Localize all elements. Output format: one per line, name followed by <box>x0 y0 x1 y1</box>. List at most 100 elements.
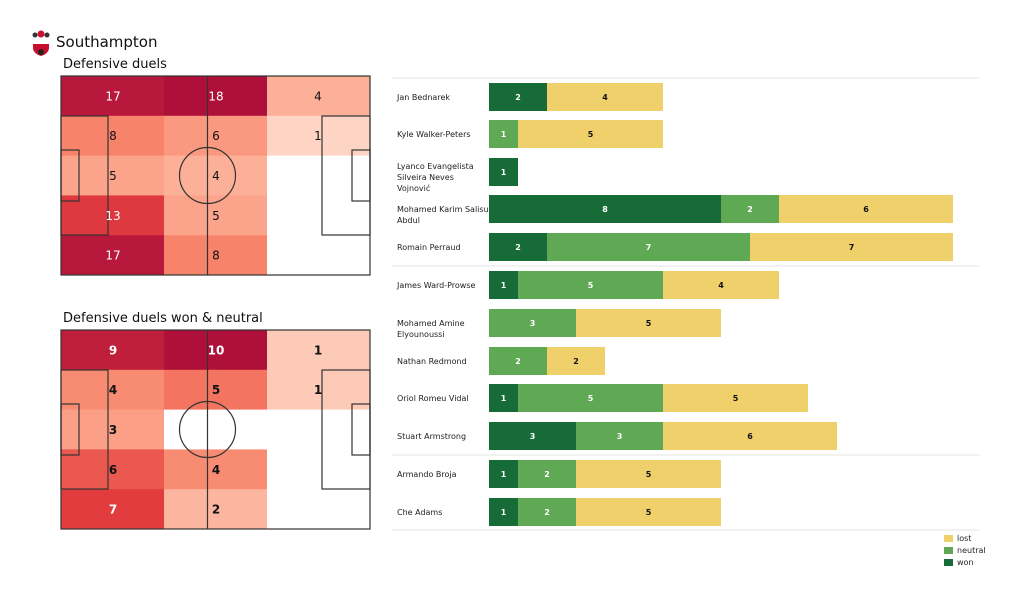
heatmap-cell <box>267 76 370 117</box>
bar-neutral <box>489 120 518 148</box>
bar-neutral <box>489 347 547 375</box>
bar-lost <box>779 195 953 223</box>
bar-lost <box>663 384 808 412</box>
heatmap-cell <box>267 489 370 530</box>
bar-label: 5 <box>588 394 594 403</box>
bar-lost <box>663 422 837 450</box>
goal-box-right <box>351 403 371 456</box>
heatmap-value: 8 <box>109 129 117 143</box>
legend-swatch-lost <box>944 535 953 542</box>
heatmap-value: 5 <box>212 383 220 397</box>
heatmap-value: 1 <box>314 129 322 143</box>
bar-label: 6 <box>747 432 753 441</box>
goal-box-left <box>60 403 80 456</box>
bar-won <box>489 498 518 526</box>
heatmap-cell <box>164 115 267 157</box>
heatmap-cell <box>267 330 370 371</box>
heatmap-value: 5 <box>109 169 117 183</box>
player-name: Nathan Redmond <box>397 357 467 366</box>
bar-neutral <box>518 384 663 412</box>
heatmap-value: 17 <box>105 249 120 263</box>
bar-lost <box>518 120 663 148</box>
player-name: Stuart Armstrong <box>397 432 467 441</box>
heatmap-cell <box>61 449 164 490</box>
bar-label: 1 <box>501 130 507 139</box>
heatmap-cell <box>267 409 370 450</box>
heatmap-cell <box>164 155 267 196</box>
heatmap-title-duels: Defensive duels <box>63 57 167 72</box>
bar-label: 3 <box>530 319 536 328</box>
heatmap-cell <box>164 489 267 530</box>
heatmap-cell <box>164 76 267 117</box>
bar-label: 1 <box>501 394 507 403</box>
heatmap-defensive-duels: 17 18 4 8 6 1 5 4 13 5 17 8 <box>60 75 371 276</box>
heatmap-value: 4 <box>314 89 322 103</box>
heatmap-cell <box>61 115 164 157</box>
heatmap-cell <box>164 330 267 371</box>
bar-won <box>489 271 518 299</box>
heatmap-value: 1 <box>314 343 322 357</box>
heatmap-cell <box>267 155 370 196</box>
heatmap-value: 2 <box>212 503 220 517</box>
heatmap-value: 4 <box>109 383 117 397</box>
bar-label: 7 <box>646 243 652 252</box>
goal-box-left <box>60 149 80 202</box>
bar-lost <box>547 83 663 111</box>
bar-lost <box>663 271 779 299</box>
heatmap-value: 10 <box>208 343 225 357</box>
heatmap-value: 3 <box>109 423 117 437</box>
bar-won <box>489 158 518 186</box>
center-circle <box>178 146 237 205</box>
bar-won <box>489 460 518 488</box>
heatmap-cell <box>267 235 370 276</box>
heatmap-value: 17 <box>105 89 120 103</box>
player-name: Che Adams <box>397 508 443 517</box>
bar-lost <box>547 347 605 375</box>
bar-lost <box>750 233 953 261</box>
bar-label: 5 <box>646 470 652 479</box>
heatmap-value: 18 <box>208 89 223 103</box>
player-name: Lyanco Evangelista Silveira Neves Vojnov… <box>397 162 474 193</box>
bar-won <box>489 384 518 412</box>
heatmap-cell <box>267 195 370 236</box>
bar-label: 8 <box>602 205 608 214</box>
heatmap-cell <box>61 489 164 530</box>
heatmap-cell <box>164 235 267 276</box>
legend-label-neutral: neutral <box>957 546 986 555</box>
bar-label: 2 <box>573 357 579 366</box>
heatmap-value: 8 <box>212 249 220 263</box>
bar-label: 2 <box>747 205 753 214</box>
heatmap-title-won-neutral: Defensive duels won & neutral <box>63 311 263 326</box>
heatmap-cell <box>61 195 164 236</box>
player-name: Armando Broja <box>397 470 457 479</box>
heatmap-value: 7 <box>109 503 117 517</box>
bar-label: 1 <box>501 281 507 290</box>
bar-label: 1 <box>501 168 507 177</box>
bar-lost <box>576 498 721 526</box>
bar-won <box>489 422 576 450</box>
player-name: Oriol Romeu Vidal <box>397 394 469 403</box>
heatmap-cell <box>61 155 164 196</box>
heatmap-value: 6 <box>109 463 117 477</box>
bar-lost <box>576 309 721 337</box>
bar-neutral <box>576 422 663 450</box>
heatmap-cell <box>267 369 370 411</box>
bar-neutral <box>489 309 576 337</box>
southampton-crest-icon <box>30 30 52 56</box>
bar-neutral <box>518 271 663 299</box>
heatmap-value: 1 <box>314 383 322 397</box>
bar-won <box>489 233 547 261</box>
heatmap-cell <box>61 235 164 276</box>
heatmap-value: 9 <box>109 343 117 357</box>
bar-label: 1 <box>501 470 507 479</box>
bar-neutral <box>547 233 750 261</box>
player-name: James Ward-Prowse <box>397 281 476 290</box>
team-name: Southampton <box>56 33 158 51</box>
player-name: Mohamed Karim Salisu Abdul <box>397 205 489 225</box>
heatmap-value: 4 <box>212 463 220 477</box>
bar-label: 5 <box>733 394 739 403</box>
heatmap-value: 6 <box>212 129 220 143</box>
player-name: Kyle Walker-Peters <box>397 130 471 139</box>
bar-label: 7 <box>849 243 855 252</box>
